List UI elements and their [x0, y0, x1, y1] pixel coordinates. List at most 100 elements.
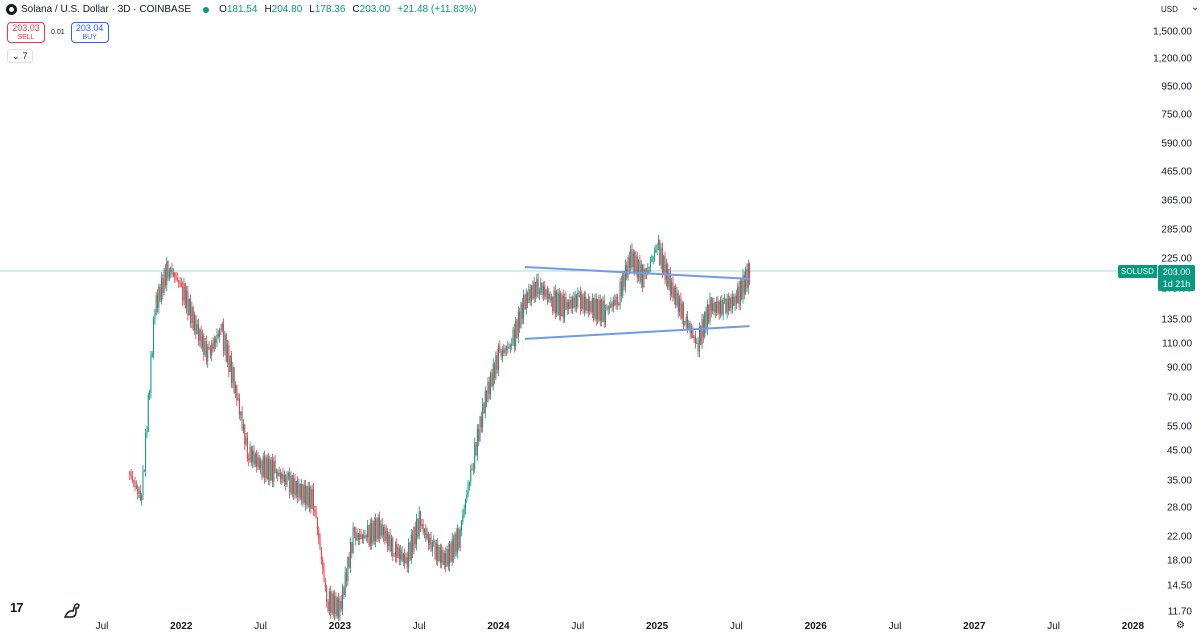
candle-body [433, 540, 435, 543]
candle-body [422, 524, 424, 533]
candle-body [689, 323, 691, 334]
candle-body [610, 303, 612, 309]
candle-body [388, 534, 390, 547]
candle-body [696, 342, 698, 344]
candle-body [359, 533, 361, 540]
candle-body [538, 292, 540, 295]
bar-countdown: 1d 21h [1162, 279, 1191, 289]
candle-body [733, 296, 735, 306]
candle-body [673, 287, 675, 299]
candle-body [631, 249, 633, 268]
tradingview-logo[interactable]: 17 [10, 600, 24, 615]
candle-body [478, 429, 480, 442]
candle-body [468, 481, 470, 485]
price-axis-label: 950.00 [1161, 81, 1192, 93]
candle-body [566, 302, 568, 310]
candle-body [319, 539, 321, 550]
candle-body [470, 469, 472, 482]
symbol-legend[interactable]: Solana / U.S. Dollar · 3D · COINBASE O18… [6, 4, 477, 15]
candle-body [410, 534, 412, 560]
candle-body [351, 542, 353, 554]
candle-body [730, 297, 732, 309]
candle-body [475, 442, 477, 456]
buy-button[interactable]: 203.04 BUY [70, 22, 109, 43]
candle-body [531, 285, 533, 301]
sell-button[interactable]: 203.03 SELL [7, 22, 45, 43]
candle-body [158, 286, 160, 308]
indicators-toggle-button[interactable]: ⌄ 7 [7, 49, 33, 63]
dinosaur-icon[interactable] [62, 600, 82, 620]
candle-body [532, 285, 534, 299]
time-axis-label: 2023 [328, 621, 352, 632]
candle-body [129, 471, 131, 475]
candle-body [155, 295, 157, 315]
price-axis[interactable]: 1,500.00 1,200.00 950.00 750.00 590.00 465.00… [1153, 0, 1200, 633]
candle-body [142, 470, 144, 496]
candle-body [663, 256, 665, 273]
candle-body [194, 315, 196, 331]
time-axis[interactable]: Jul 2022 Jul 2023 Jul 2024 Jul 2025 Jul 2026 Jul 20… [0, 621, 1158, 633]
candle-body [664, 256, 666, 280]
candle-body [690, 329, 692, 334]
candle-body [249, 446, 251, 461]
candle-body [706, 304, 708, 330]
price-chart[interactable] [0, 0, 1158, 624]
candle-body [314, 510, 316, 512]
candle-body [729, 297, 731, 311]
candle-body [677, 292, 679, 312]
candle-body [157, 295, 159, 308]
candle-body [398, 547, 400, 560]
candle-body [668, 272, 670, 288]
candle-body [383, 527, 385, 536]
candle-body [494, 363, 496, 379]
chart-canvas[interactable] [0, 0, 1158, 624]
candle-body [692, 329, 694, 339]
candle-body [332, 593, 334, 615]
candle-body [353, 527, 355, 533]
candle-body [505, 348, 507, 351]
candle-body [537, 278, 539, 295]
candle-body [310, 487, 312, 509]
candle-body [515, 320, 517, 347]
candle-body [714, 302, 716, 313]
candle-body [513, 329, 515, 347]
candle-body [160, 278, 162, 301]
candle-body [686, 316, 688, 329]
candle-body [408, 542, 410, 568]
candle-body [182, 286, 184, 301]
candle-body [741, 280, 743, 300]
symbol-title[interactable]: Solana / U.S. Dollar · 3D · COINBASE [21, 4, 192, 15]
candle-body [735, 295, 737, 304]
candle-body [271, 459, 273, 482]
candle-body [268, 458, 270, 480]
candle-body [299, 483, 301, 499]
candle-body [568, 302, 570, 309]
candle-body [346, 572, 348, 582]
candle-body [404, 553, 406, 563]
gear-icon[interactable]: ⚙ [1176, 620, 1185, 631]
candle-body [250, 446, 252, 463]
candle-body [454, 533, 456, 557]
candle-body [147, 394, 149, 433]
candle-body [349, 542, 351, 568]
candle-body [364, 535, 366, 538]
candle-body [685, 316, 687, 324]
candle-body [323, 568, 325, 581]
candle-body [326, 587, 328, 602]
candle-body [213, 338, 215, 350]
candle-body [412, 534, 414, 553]
lower-trendline[interactable] [524, 325, 750, 340]
candle-body [661, 248, 663, 273]
axis-menu-icon[interactable]: ⌄ [1191, 2, 1200, 13]
candle-body [377, 517, 379, 539]
candle-body [726, 298, 728, 313]
candle-body [234, 385, 236, 394]
candle-body [439, 546, 441, 563]
upper-trendline[interactable] [524, 265, 750, 280]
candle-body [188, 299, 190, 316]
currency-label[interactable]: USD [1161, 5, 1178, 14]
candle-body [229, 356, 231, 373]
candle-body [344, 572, 346, 596]
candle-body [252, 450, 254, 463]
candle-body [347, 557, 349, 582]
